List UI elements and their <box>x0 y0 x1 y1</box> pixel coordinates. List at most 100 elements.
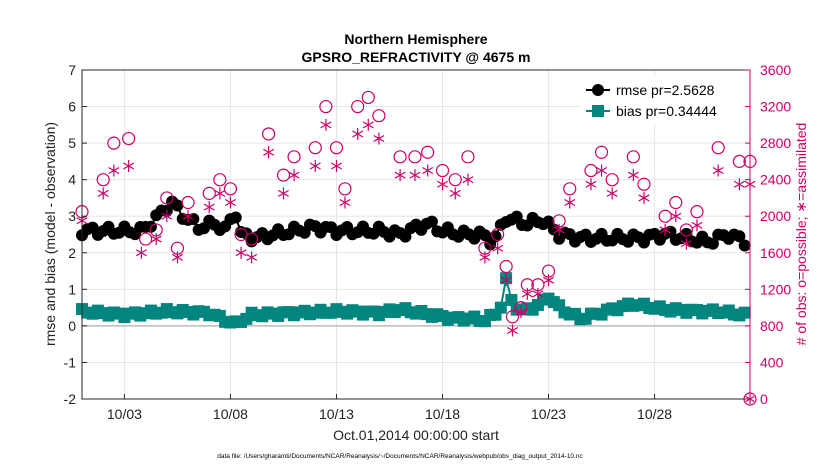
assimilated-obs-point <box>339 196 351 209</box>
y-tick-label: 0 <box>68 318 76 334</box>
asterisk-stroke <box>362 121 374 129</box>
assimilated-obs-point <box>409 169 421 182</box>
possible-obs-point <box>658 209 672 223</box>
asterisk-stroke <box>500 276 512 284</box>
assimilated-obs-point <box>532 287 544 300</box>
possible-obs-point <box>139 232 153 246</box>
possible-obs-point <box>122 131 136 146</box>
asterisk-stroke <box>492 244 504 252</box>
y2-tick-label: 0 <box>760 391 768 407</box>
chart-title: Northern Hemisphere <box>344 31 487 47</box>
assimilated-obs-point <box>500 274 512 287</box>
asterisk-stroke <box>246 253 258 261</box>
x-tick-label: 10/23 <box>531 406 566 422</box>
legend: rmse pr=2.5628 bias pr=0.34444 <box>579 75 743 125</box>
assimilated-obs-point <box>320 118 332 131</box>
assimilated-obs-point <box>394 169 406 182</box>
asterisk-stroke <box>585 180 597 188</box>
asterisk-stroke <box>596 167 608 175</box>
assimilated-obs-point <box>627 169 639 182</box>
possible-obs-point <box>605 173 619 187</box>
possible-obs-point <box>408 150 422 164</box>
possible-obs-point <box>338 182 352 196</box>
x-axis-label: Oct.01,2014 00:00:00 start <box>333 427 499 443</box>
possible-obs-point <box>319 99 333 114</box>
assimilated-obs-point <box>680 237 692 250</box>
possible-obs-point <box>669 195 683 210</box>
rmse-point <box>733 230 746 243</box>
possible-obs-point <box>96 173 110 187</box>
assimilated-obs-point <box>203 201 215 214</box>
possible-obs-point <box>287 150 301 164</box>
possible-obs-point <box>690 205 704 219</box>
possible-obs-point <box>276 168 291 182</box>
asterisk-stroke <box>712 167 724 175</box>
possible-obs-point <box>491 227 505 242</box>
asterisk-stroke <box>532 290 544 298</box>
assimilated-obs-point <box>638 191 650 204</box>
asterisk-stroke <box>277 189 289 197</box>
possible-obs-point <box>505 310 520 324</box>
possible-obs-point <box>262 127 276 141</box>
assimilated-obs-point <box>277 187 289 200</box>
y-tick-label: 2 <box>68 245 76 261</box>
asterisk-stroke <box>263 148 275 156</box>
asterisk-stroke <box>108 167 120 175</box>
possible-obs-point <box>181 195 195 210</box>
y2-tick-label: 2400 <box>760 172 791 188</box>
assimilated-obs-point <box>596 164 608 177</box>
assimilated-obs-point <box>436 178 449 191</box>
y-tick-label: 7 <box>68 62 76 78</box>
asterisk-stroke <box>691 221 703 229</box>
x-tick-label: 10/28 <box>637 406 672 422</box>
asterisk-stroke <box>422 167 434 175</box>
y-tick-label: -2 <box>64 391 77 407</box>
assimilated-obs-point <box>606 187 618 200</box>
y-tick-label: 4 <box>68 172 76 188</box>
asterisk-stroke <box>203 203 215 211</box>
assimilated-obs-point <box>171 251 183 264</box>
asterisk-stroke <box>373 135 385 143</box>
assimilated-obs-point <box>150 233 162 246</box>
rmse-point <box>478 229 491 242</box>
asterisk-stroke <box>123 162 135 170</box>
y2-tick-label: 3200 <box>760 99 791 115</box>
asterisk-stroke <box>515 308 527 316</box>
asterisk-stroke <box>394 171 406 179</box>
asterisk-stroke <box>462 176 474 184</box>
possible-obs-point <box>499 259 513 274</box>
rmse-point <box>425 215 438 228</box>
assimilated-obs-point <box>492 242 504 255</box>
possible-obs-point <box>308 141 322 155</box>
possible-obs-point <box>594 145 609 159</box>
asterisk-stroke <box>479 253 491 261</box>
assimilated-obs-point <box>161 210 173 223</box>
assimilated-obs-point <box>362 118 374 131</box>
asterisk-stroke <box>288 171 300 179</box>
asterisk-stroke <box>543 276 555 284</box>
possible-obs-point <box>361 90 375 105</box>
possible-obs-point <box>711 141 725 155</box>
asterisk-stroke <box>320 121 332 129</box>
bias-point <box>738 306 751 319</box>
asterisk-stroke <box>150 235 162 243</box>
y2-axis-label: # of obs: o=possible; ∗=assimilated <box>793 123 809 346</box>
possible-obs-point <box>372 109 386 123</box>
assimilated-obs-point <box>224 196 236 209</box>
possible-obs-point <box>329 141 344 155</box>
assimilated-obs-point <box>564 196 576 209</box>
ticks: 10/03 10/08 10/13 10/18 10/23 10/28 -2 -1 0 1 2 3 4 5… <box>64 62 792 422</box>
possible-obs-point <box>160 191 174 205</box>
asterisk-stroke <box>214 189 226 197</box>
asterisk-stroke <box>449 189 461 197</box>
assimilated-obs-point <box>352 127 364 140</box>
asterisk-stroke <box>161 212 173 220</box>
assimilated-obs-point <box>235 246 247 259</box>
assimilated-obs-point <box>182 210 194 223</box>
possible-obs-point <box>584 163 598 178</box>
possible-obs-point <box>435 163 450 178</box>
possible-obs-point <box>223 182 238 196</box>
y-tick-label: 1 <box>68 281 76 297</box>
possible-obs-point <box>421 145 435 159</box>
